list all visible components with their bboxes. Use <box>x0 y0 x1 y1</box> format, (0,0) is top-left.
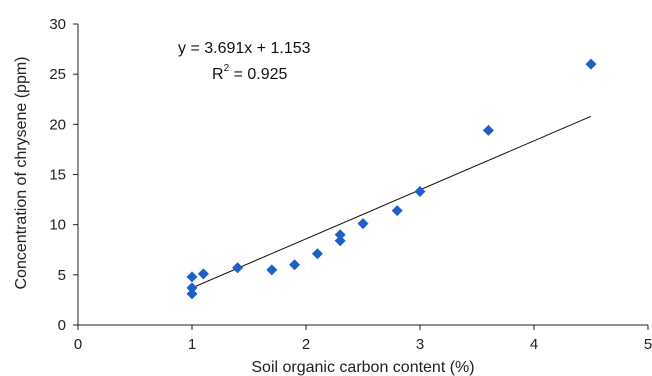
x-tick-label: 1 <box>188 336 196 353</box>
y-tick-label: 15 <box>49 167 66 184</box>
x-tick-label: 2 <box>302 336 310 353</box>
x-axis-title: Soil organic carbon content (%) <box>251 359 474 376</box>
y-tick-label: 20 <box>49 116 66 133</box>
data-point <box>358 218 369 229</box>
x-ticks: 0 1 2 3 4 5 <box>74 325 652 353</box>
data-point <box>187 271 198 282</box>
data-point <box>335 235 346 246</box>
data-point <box>232 262 243 273</box>
data-point <box>266 264 277 275</box>
y-ticks: 0 5 10 15 20 25 30 <box>49 16 78 334</box>
axes <box>78 24 648 325</box>
y-axis-title: Concentration of chrysene (ppm) <box>13 57 30 290</box>
y-tick-label: 25 <box>49 66 66 83</box>
x-tick-label: 5 <box>644 336 652 353</box>
y-tick-label: 0 <box>58 317 66 334</box>
data-point <box>586 59 597 70</box>
data-point <box>483 125 494 136</box>
trendline <box>192 116 591 288</box>
y-tick-label: 30 <box>49 16 66 33</box>
x-tick-label: 0 <box>74 336 82 353</box>
y-tick-label: 5 <box>58 267 66 284</box>
data-point <box>198 268 209 279</box>
x-tick-label: 4 <box>530 336 538 353</box>
trendline-equation: y = 3.691x + 1.153 <box>178 40 311 57</box>
y-tick-label: 10 <box>49 217 66 234</box>
data-point <box>392 205 403 216</box>
data-point <box>187 288 198 299</box>
r-squared-label: R2 = 0.925 <box>212 63 288 83</box>
x-tick-label: 3 <box>416 336 424 353</box>
data-point <box>312 248 323 259</box>
data-point <box>289 259 300 270</box>
